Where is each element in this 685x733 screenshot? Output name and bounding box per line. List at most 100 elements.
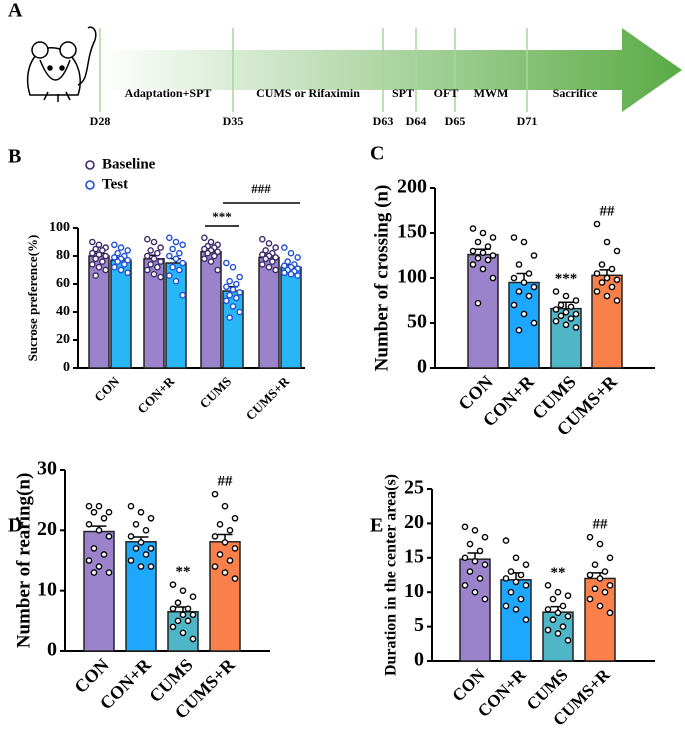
data-point [507, 588, 515, 596]
data-point [606, 554, 614, 562]
data-point [211, 533, 219, 540]
data-point [90, 545, 98, 552]
data-point [544, 606, 552, 613]
bar [280, 266, 302, 369]
data-point [89, 249, 96, 257]
mouse-icon [26, 26, 97, 102]
phase-label: OFT [434, 86, 459, 100]
data-point [530, 319, 538, 327]
data-point [259, 235, 266, 243]
phase-label: Sacrifice [553, 86, 598, 100]
data-point [606, 609, 614, 617]
data-point [281, 269, 288, 277]
data-point [593, 220, 601, 228]
data-point [231, 545, 239, 552]
legend-label: Test [102, 176, 128, 192]
data-point [515, 288, 523, 295]
data-point [544, 626, 552, 634]
data-point [474, 254, 482, 262]
data-point [121, 261, 128, 268]
data-point [95, 263, 103, 271]
data-point [284, 258, 291, 265]
data-point [172, 255, 180, 263]
data-point [166, 272, 173, 279]
data-point [259, 261, 266, 268]
data-point [127, 502, 135, 510]
data-point [102, 266, 109, 274]
data-point [114, 249, 121, 257]
data-point [471, 526, 479, 534]
data-point [552, 317, 560, 325]
data-point [169, 245, 176, 253]
data-point [154, 249, 161, 257]
data-point [144, 252, 151, 260]
data-point [137, 563, 145, 570]
y-tick-label: 20 [56, 332, 70, 347]
data-point [176, 266, 183, 274]
data-point [564, 592, 572, 599]
data-point [572, 310, 580, 318]
data-point [211, 563, 219, 570]
data-point [603, 238, 611, 246]
data-point [169, 263, 176, 271]
data-point [471, 557, 479, 565]
data-point [530, 252, 538, 259]
data-point [132, 521, 140, 528]
data-point [137, 508, 145, 516]
data-point [223, 283, 230, 291]
bar [209, 541, 241, 652]
data-point [114, 258, 121, 265]
data-point [272, 244, 279, 251]
panel-label: C [370, 143, 384, 165]
y-tick-label: 100 [397, 266, 427, 288]
data-point [466, 568, 474, 575]
data-point [512, 606, 520, 613]
data-point [117, 266, 125, 274]
data-point [95, 527, 103, 534]
bar [110, 259, 132, 369]
data-point [226, 277, 233, 285]
data-point [481, 595, 489, 603]
data-point [489, 252, 497, 259]
day-label: D65 [445, 114, 466, 128]
data-point [226, 291, 233, 299]
data-point [559, 602, 567, 610]
data-point [147, 261, 154, 268]
annotation: ## [593, 517, 609, 533]
data-point [593, 288, 601, 295]
data-point [111, 241, 118, 249]
data-point [613, 247, 621, 255]
data-point [221, 569, 229, 576]
data-point [281, 262, 288, 270]
timeline: D28 D35 D63 D64 D65 D71 Adaptation+SPT CUMS or … [90, 28, 598, 128]
data-point [147, 514, 155, 522]
data-point [591, 561, 599, 568]
data-point [613, 276, 621, 284]
data-point [461, 523, 469, 531]
data-point [90, 508, 98, 516]
data-point [85, 557, 93, 564]
data-point [586, 595, 594, 603]
day-label: D64 [406, 114, 427, 128]
data-point [510, 234, 518, 241]
data-point [294, 272, 301, 279]
data-point [226, 314, 233, 321]
data-point [147, 545, 155, 552]
data-point [466, 540, 474, 548]
data-point [479, 249, 487, 257]
data-point [179, 611, 187, 619]
data-point [221, 502, 229, 510]
data-point [507, 568, 515, 575]
data-point [179, 259, 186, 267]
data-point [89, 261, 96, 268]
data-point [207, 238, 215, 246]
data-point [265, 240, 273, 247]
data-point [233, 280, 240, 288]
data-point [221, 539, 229, 546]
y-tick-label: 0 [414, 649, 424, 671]
data-point [172, 238, 180, 246]
panel-label: B [8, 146, 21, 168]
data-point [552, 288, 560, 295]
y-tick-label: 10 [37, 578, 57, 600]
data-point [510, 274, 518, 282]
